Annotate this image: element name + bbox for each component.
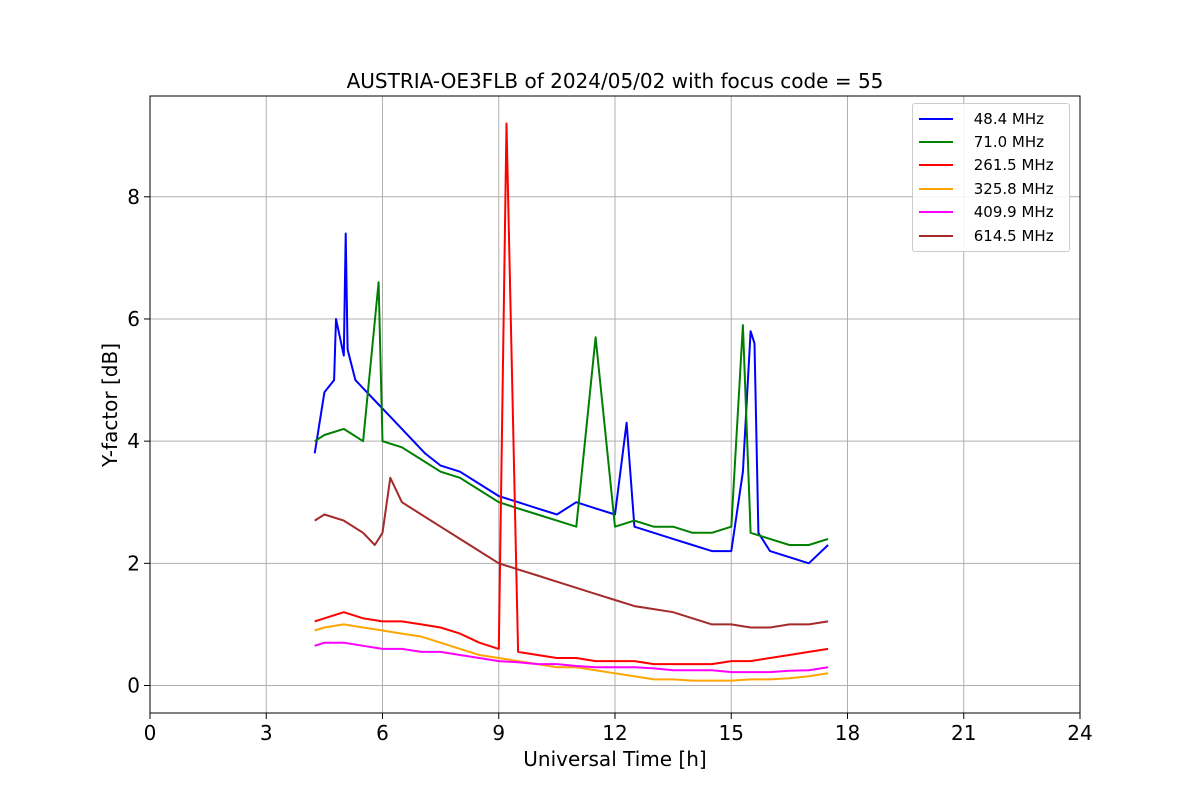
y-tick-label: 8	[127, 185, 140, 209]
x-axis-label: Universal Time [h]	[523, 747, 706, 771]
y-axis-label: Y-factor [dB]	[98, 343, 122, 468]
x-tick-label: 21	[951, 721, 976, 745]
x-tick-label: 15	[719, 721, 744, 745]
legend-item-409-9: 409.9 MHz	[913, 201, 1069, 224]
y-tick-label: 6	[127, 307, 140, 331]
legend-swatch-614-5	[919, 234, 953, 237]
y-tick-label: 2	[127, 551, 140, 575]
legend: 48.4 MHz 71.0 MHz 261.5 MHz 325.8 MHz 40…	[912, 103, 1070, 253]
legend-item-325-8: 325.8 MHz	[913, 177, 1069, 200]
legend-swatch-261-5	[919, 164, 953, 167]
series-line-4	[314, 641, 829, 674]
legend-label-325-8: 325.8 MHz	[969, 179, 1054, 198]
x-tick-label: 6	[376, 721, 389, 745]
legend-swatch-48-4	[919, 117, 953, 120]
legend-item-614-5: 614.5 MHz	[913, 224, 1069, 247]
legend-swatch-325-8	[919, 187, 953, 190]
series-lines	[313, 122, 829, 682]
legend-label-261-5: 261.5 MHz	[969, 156, 1054, 175]
series-line-1	[314, 281, 829, 546]
x-tick-label: 0	[144, 721, 157, 745]
legend-item-71-0: 71.0 MHz	[913, 130, 1069, 153]
x-tick-label: 24	[1067, 721, 1092, 745]
series-line-0	[313, 232, 829, 565]
legend-swatch-409-9	[919, 211, 953, 214]
legend-label-71-0: 71.0 MHz	[969, 133, 1045, 152]
y-axis-ticks: 0 2 4 6 8	[127, 185, 150, 698]
legend-item-261-5: 261.5 MHz	[913, 154, 1069, 177]
x-tick-label: 9	[492, 721, 505, 745]
x-axis-ticks: 0 3 6 9 12 15 18 21 24	[144, 713, 1093, 745]
chart-title: AUSTRIA-OE3FLB of 2024/05/02 with focus …	[347, 69, 884, 93]
y-tick-label: 0	[127, 674, 140, 698]
legend-label-48-4: 48.4 MHz	[969, 109, 1045, 128]
series-line-2	[314, 122, 829, 666]
series-line-5	[314, 476, 829, 629]
x-tick-label: 18	[835, 721, 860, 745]
series-line-3	[314, 623, 829, 682]
legend-label-614-5: 614.5 MHz	[969, 226, 1054, 245]
x-tick-label: 12	[602, 721, 627, 745]
legend-swatch-71-0	[919, 141, 953, 144]
x-tick-label: 3	[260, 721, 273, 745]
legend-label-409-9: 409.9 MHz	[969, 203, 1054, 222]
legend-item-48-4: 48.4 MHz	[913, 107, 1069, 130]
y-tick-label: 4	[127, 429, 140, 453]
